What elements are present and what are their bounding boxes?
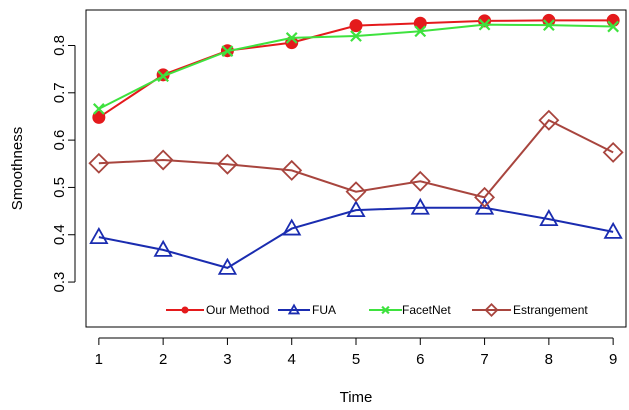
x-axis-title: Time [340,389,373,406]
data-point [539,209,559,227]
series-fua [89,197,623,275]
data-point [92,103,105,115]
data-point [478,18,491,31]
data-point [157,70,170,83]
x-tick-label: 8 [545,351,553,368]
y-tick-label: 0.8 [51,35,68,56]
data-point [89,227,109,244]
legend-item: FUA [278,303,336,317]
data-point [88,152,110,174]
series-layer [88,13,624,275]
legend-label: FUA [312,303,336,317]
data-point [152,149,174,171]
data-point [285,32,298,44]
series-estrangement [88,109,624,208]
data-point [216,153,238,175]
data-point [414,25,427,38]
x-tick-label: 2 [159,351,167,368]
x-tick-label: 3 [223,351,231,368]
y-tick-label: 0.4 [51,224,68,245]
data-point [217,257,238,275]
plot-frame [85,9,627,328]
legend-item: Estrangement [472,302,588,318]
data-point [153,239,173,257]
data-point [606,13,620,27]
x-tick-label: 6 [416,351,424,368]
x-tick-label: 7 [480,351,488,368]
plot-area [85,9,627,328]
data-point [92,110,106,124]
x-tick-label: 4 [288,351,296,368]
data-point [281,159,303,181]
series-line [98,118,614,199]
data-point [542,19,555,32]
legend-item: FacetNet [369,303,451,317]
x-tick-label: 1 [95,351,103,368]
data-point [349,19,363,33]
y-axis-title: Smoothness [9,127,26,210]
data-point [410,197,430,215]
legend-marker [181,306,189,314]
data-point [221,45,234,58]
legend-label: Estrangement [513,303,588,317]
data-point [607,20,620,33]
data-point [413,16,427,30]
axes-layer: 1 2 3 4 5 6 7 8 9 0.3 0.4 0.5 0.6 0.7 0.8 [51,35,617,368]
data-point [602,141,624,163]
series-our-method [92,13,620,124]
series-facetnet [92,18,620,115]
legend-marker [484,302,499,318]
legend-item: Our Method [166,303,269,317]
legend-label: Our Method [206,303,269,317]
data-point [346,200,366,218]
data-point [409,170,431,192]
x-tick-label: 9 [609,351,617,368]
data-point [603,221,623,239]
y-tick-label: 0.5 [51,177,68,198]
legend: Our Method FUA FacetNet Estrangement [166,302,588,318]
data-point [282,218,302,236]
series-line [98,206,614,269]
y-tick-label: 0.6 [51,130,68,151]
legend-marker [381,305,390,315]
data-point [538,109,560,131]
data-point [474,186,496,208]
y-tick-label: 0.3 [51,272,68,293]
legend-label: FacetNet [402,303,451,317]
data-point [474,197,495,215]
data-point [345,181,367,203]
x-tick-label: 5 [352,351,360,368]
y-tick-label: 0.7 [51,82,68,103]
legend-marker [287,303,301,315]
data-point [350,30,362,42]
